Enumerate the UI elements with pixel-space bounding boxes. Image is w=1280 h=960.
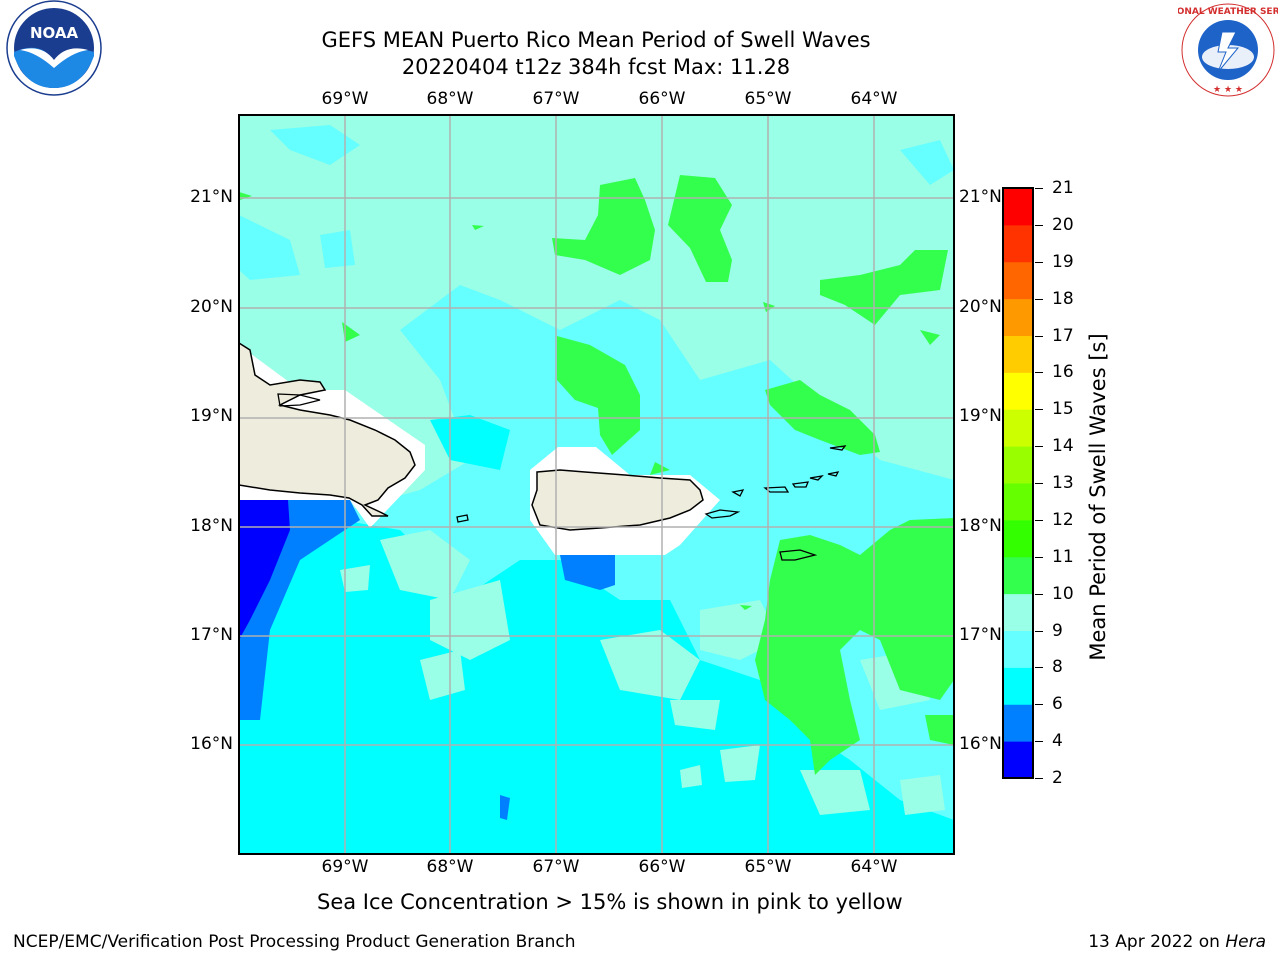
colorbar-tick-label: 19 (1052, 251, 1074, 272)
colorbar-swatch (1003, 224, 1033, 263)
contour-10-11 (239, 175, 954, 775)
colorbar-label: Mean Period of Swell Waves [s] (1086, 333, 1110, 661)
colorbar-frame (1002, 187, 1034, 779)
colorbar-swatch (1003, 741, 1033, 779)
nws-logo-text: NATIONAL WEATHER SERVICE (1178, 7, 1278, 17)
lon-label-bottom-67w: 67°W (532, 857, 580, 877)
contour-2-4 (239, 500, 290, 640)
colorbar-swatch (1003, 704, 1033, 742)
land-puerto-rico (531, 469, 704, 531)
lon-label-bottom-64w: 64°W (850, 857, 898, 877)
colorbar-tick-mark (1035, 298, 1043, 300)
footer-credit: NCEP/EMC/Verification Post Processing Pr… (13, 932, 576, 952)
footer-date-text: 13 Apr 2022 on (1088, 932, 1226, 952)
colorbar-tick-mark (1035, 593, 1043, 595)
colorbar-tick-mark (1035, 483, 1043, 484)
colorbar-tick-mark (1035, 704, 1043, 706)
map-gridlines (239, 115, 954, 854)
colorbar-tick-label: 15 (1052, 399, 1074, 420)
colorbar-tick-mark (1035, 446, 1043, 448)
colorbar-tick-label: 2 (1052, 768, 1063, 788)
colorbar-tick-mark (1035, 188, 1043, 189)
land-small-islands (277, 393, 847, 561)
map-subtitle: 20220404 t12z 384h fcst Max: 11.28 (401, 55, 791, 79)
lat-label-left-17n: 17°N (190, 625, 233, 645)
colorbar-tick-mark (1035, 335, 1043, 337)
lat-label-right-16n: 16°N (959, 734, 1002, 754)
land-hispaniola (239, 342, 416, 517)
lon-label-top-68w: 68°W (426, 89, 474, 109)
colorbar-swatch (1003, 593, 1033, 631)
colorbar-swatch (1003, 372, 1033, 410)
colorbar-swatch (1003, 667, 1033, 705)
lat-label-right-21n: 21°N (959, 187, 1002, 207)
lat-label-right-19n: 19°N (959, 406, 1002, 426)
lon-label-top-65w: 65°W (744, 89, 792, 109)
lon-label-bottom-69w: 69°W (321, 857, 369, 877)
footer-machine-name: Hera (1225, 932, 1266, 952)
colorbar-tick-label: 12 (1052, 509, 1074, 530)
colorbar-tick-label: 11 (1052, 546, 1074, 567)
colorbar-tick-label: 13 (1052, 473, 1074, 493)
sea-ice-note: Sea Ice Concentration > 15% is shown in … (317, 890, 903, 914)
colorbar-tick-mark (1035, 519, 1043, 521)
colorbar-tick-label: 21 (1052, 178, 1074, 198)
lon-label-top-69w: 69°W (321, 89, 369, 109)
lat-label-right-17n: 17°N (959, 625, 1002, 645)
lat-label-right-20n: 20°N (959, 297, 1002, 317)
footer-date: 13 Apr 2022 on Hera (1088, 932, 1266, 952)
colorbar-tick-label: 8 (1052, 657, 1063, 678)
colorbar-tick-label: 14 (1052, 436, 1074, 457)
colorbar-swatch (1003, 483, 1033, 521)
nws-star-icon: ★ ★ ★ (1213, 85, 1243, 95)
colorbar-tick-label: 9 (1052, 620, 1063, 641)
colorbar-swatch (1003, 335, 1033, 373)
lon-label-top-64w: 64°W (850, 89, 898, 109)
colorbar-tick-mark (1035, 778, 1043, 779)
colorbar-tick-label: 4 (1052, 731, 1063, 752)
colorbar-swatch (1003, 298, 1033, 336)
colorbar-swatch (1003, 446, 1033, 484)
colorbar-tick-label: 18 (1052, 288, 1074, 309)
colorbar-swatch (1003, 188, 1033, 226)
map-frame (238, 114, 955, 855)
lat-label-right-18n: 18°N (959, 516, 1002, 536)
lon-label-bottom-68w: 68°W (426, 857, 474, 877)
colorbar-swatch (1003, 519, 1033, 558)
lat-label-left-21n: 21°N (190, 187, 233, 207)
colorbar-tick-label: 6 (1052, 694, 1063, 715)
colorbar-tick-mark (1035, 224, 1043, 226)
lon-label-bottom-65w: 65°W (744, 857, 792, 877)
colorbar-tick-label: 16 (1052, 362, 1074, 383)
lon-label-top-67w: 67°W (532, 89, 580, 109)
colorbar-tick-mark (1035, 556, 1043, 558)
lat-label-left-19n: 19°N (190, 406, 233, 426)
colorbar-swatch (1003, 556, 1033, 595)
lat-label-left-20n: 20°N (190, 297, 233, 317)
colorbar-tick-mark (1035, 409, 1043, 411)
colorbar-tick-mark (1035, 630, 1043, 632)
colorbar-tick-mark (1035, 667, 1043, 669)
colorbar-swatch (1003, 261, 1033, 300)
colorbar-tick-mark (1035, 372, 1043, 374)
colorbar-swatch (1003, 630, 1033, 668)
colorbar-tick-label: 20 (1052, 214, 1074, 235)
lon-label-bottom-66w: 66°W (638, 857, 686, 877)
noaa-logo: NOAA (6, 0, 102, 96)
map-title: GEFS MEAN Puerto Rico Mean Period of Swe… (321, 28, 871, 52)
colorbar-tick-mark (1035, 741, 1043, 743)
lon-label-top-66w: 66°W (638, 89, 686, 109)
nws-logo: NATIONAL WEATHER SERVICE ★ ★ ★ (1178, 3, 1278, 97)
colorbar-tick-label: 17 (1052, 325, 1074, 346)
noaa-logo-text: NOAA (30, 24, 79, 42)
lat-label-left-18n: 18°N (190, 516, 233, 536)
colorbar-tick-mark (1035, 261, 1043, 263)
colorbar-box (1002, 187, 1034, 779)
colorbar-tick-label: 10 (1052, 583, 1074, 604)
lat-label-left-16n: 16°N (190, 734, 233, 754)
colorbar-swatch (1003, 409, 1033, 447)
